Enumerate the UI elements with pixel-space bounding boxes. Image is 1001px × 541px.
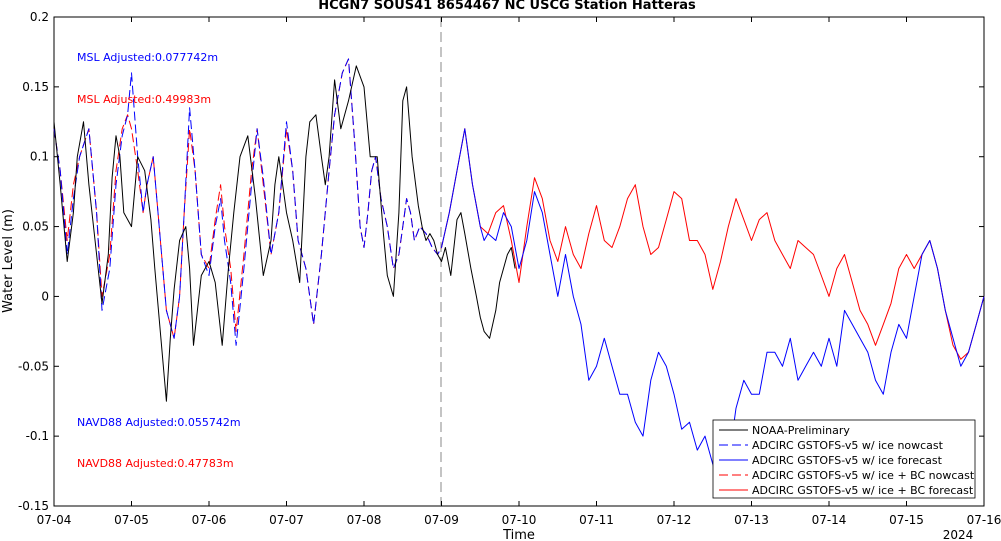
year-label: 2024	[943, 528, 974, 541]
x-axis: 07-04 07-05 07-06 07-07 07-08 07-09 07-10 07-11…	[37, 17, 1001, 527]
legend-label: ADCIRC GSTOFS-v5 w/ ice forecast	[752, 454, 943, 467]
y-tick-label: -0.15	[18, 499, 49, 513]
msl-adjusted-ice-bc: MSL Adjusted:0.49983m	[77, 93, 211, 106]
x-tick-label: 07-15	[889, 513, 924, 527]
x-tick-label: 07-07	[269, 513, 304, 527]
x-tick-label: 07-14	[812, 513, 847, 527]
series-line-1	[53, 58, 442, 346]
x-tick-label: 07-06	[192, 513, 227, 527]
msl-adjusted-ice: MSL Adjusted:0.077742m	[77, 51, 218, 64]
x-tick-label: 07-11	[579, 513, 614, 527]
legend: NOAA-Preliminary ADCIRC GSTOFS-v5 w/ ice …	[712, 419, 976, 499]
legend-label: ADCIRC GSTOFS-v5 w/ ice nowcast	[752, 439, 944, 452]
y-tick-label: 0.05	[22, 220, 49, 234]
y-axis-label: Water Level (m)	[1, 209, 16, 313]
y-axis: -0.15 -0.1 -0.05 0 0.05 0.1 0.15 0.2	[18, 10, 984, 513]
series-line-4	[441, 128, 985, 360]
x-tick-label: 07-08	[347, 513, 382, 527]
y-tick-label: -0.1	[26, 429, 49, 443]
y-tick-label: 0.2	[30, 10, 49, 24]
y-tick-label: 0.15	[22, 80, 49, 94]
legend-label: ADCIRC GSTOFS-v5 w/ ice + BC nowcast	[752, 469, 975, 482]
navd88-adjusted-ice-bc: NAVD88 Adjusted:0.47783m	[77, 457, 234, 470]
y-tick-label: 0.1	[30, 150, 49, 164]
navd88-adjusted-ice: NAVD88 Adjusted:0.055742m	[77, 416, 241, 429]
x-tick-label: 07-05	[114, 513, 149, 527]
x-tick-label: 07-04	[37, 513, 72, 527]
y-tick-label: -0.05	[18, 359, 49, 373]
chart-title: HCGN7 SOUS41 8654467 NC USCG Station Hat…	[318, 0, 696, 13]
x-tick-label: 07-10	[502, 513, 537, 527]
x-tick-label: 07-12	[657, 513, 692, 527]
series-line-0	[53, 65, 516, 402]
legend-label: NOAA-Preliminary	[752, 424, 850, 437]
x-axis-label: Time	[502, 528, 535, 541]
x-tick-label: 07-09	[424, 513, 459, 527]
y-tick-label: 0	[41, 289, 49, 303]
x-tick-label: 07-16	[967, 513, 1001, 527]
legend-box	[712, 419, 976, 499]
x-tick-label: 07-13	[734, 513, 769, 527]
series-layer	[53, 58, 985, 493]
series-line-2	[441, 128, 985, 493]
legend-label: ADCIRC GSTOFS-v5 w/ ice + BC forecast	[752, 484, 974, 497]
